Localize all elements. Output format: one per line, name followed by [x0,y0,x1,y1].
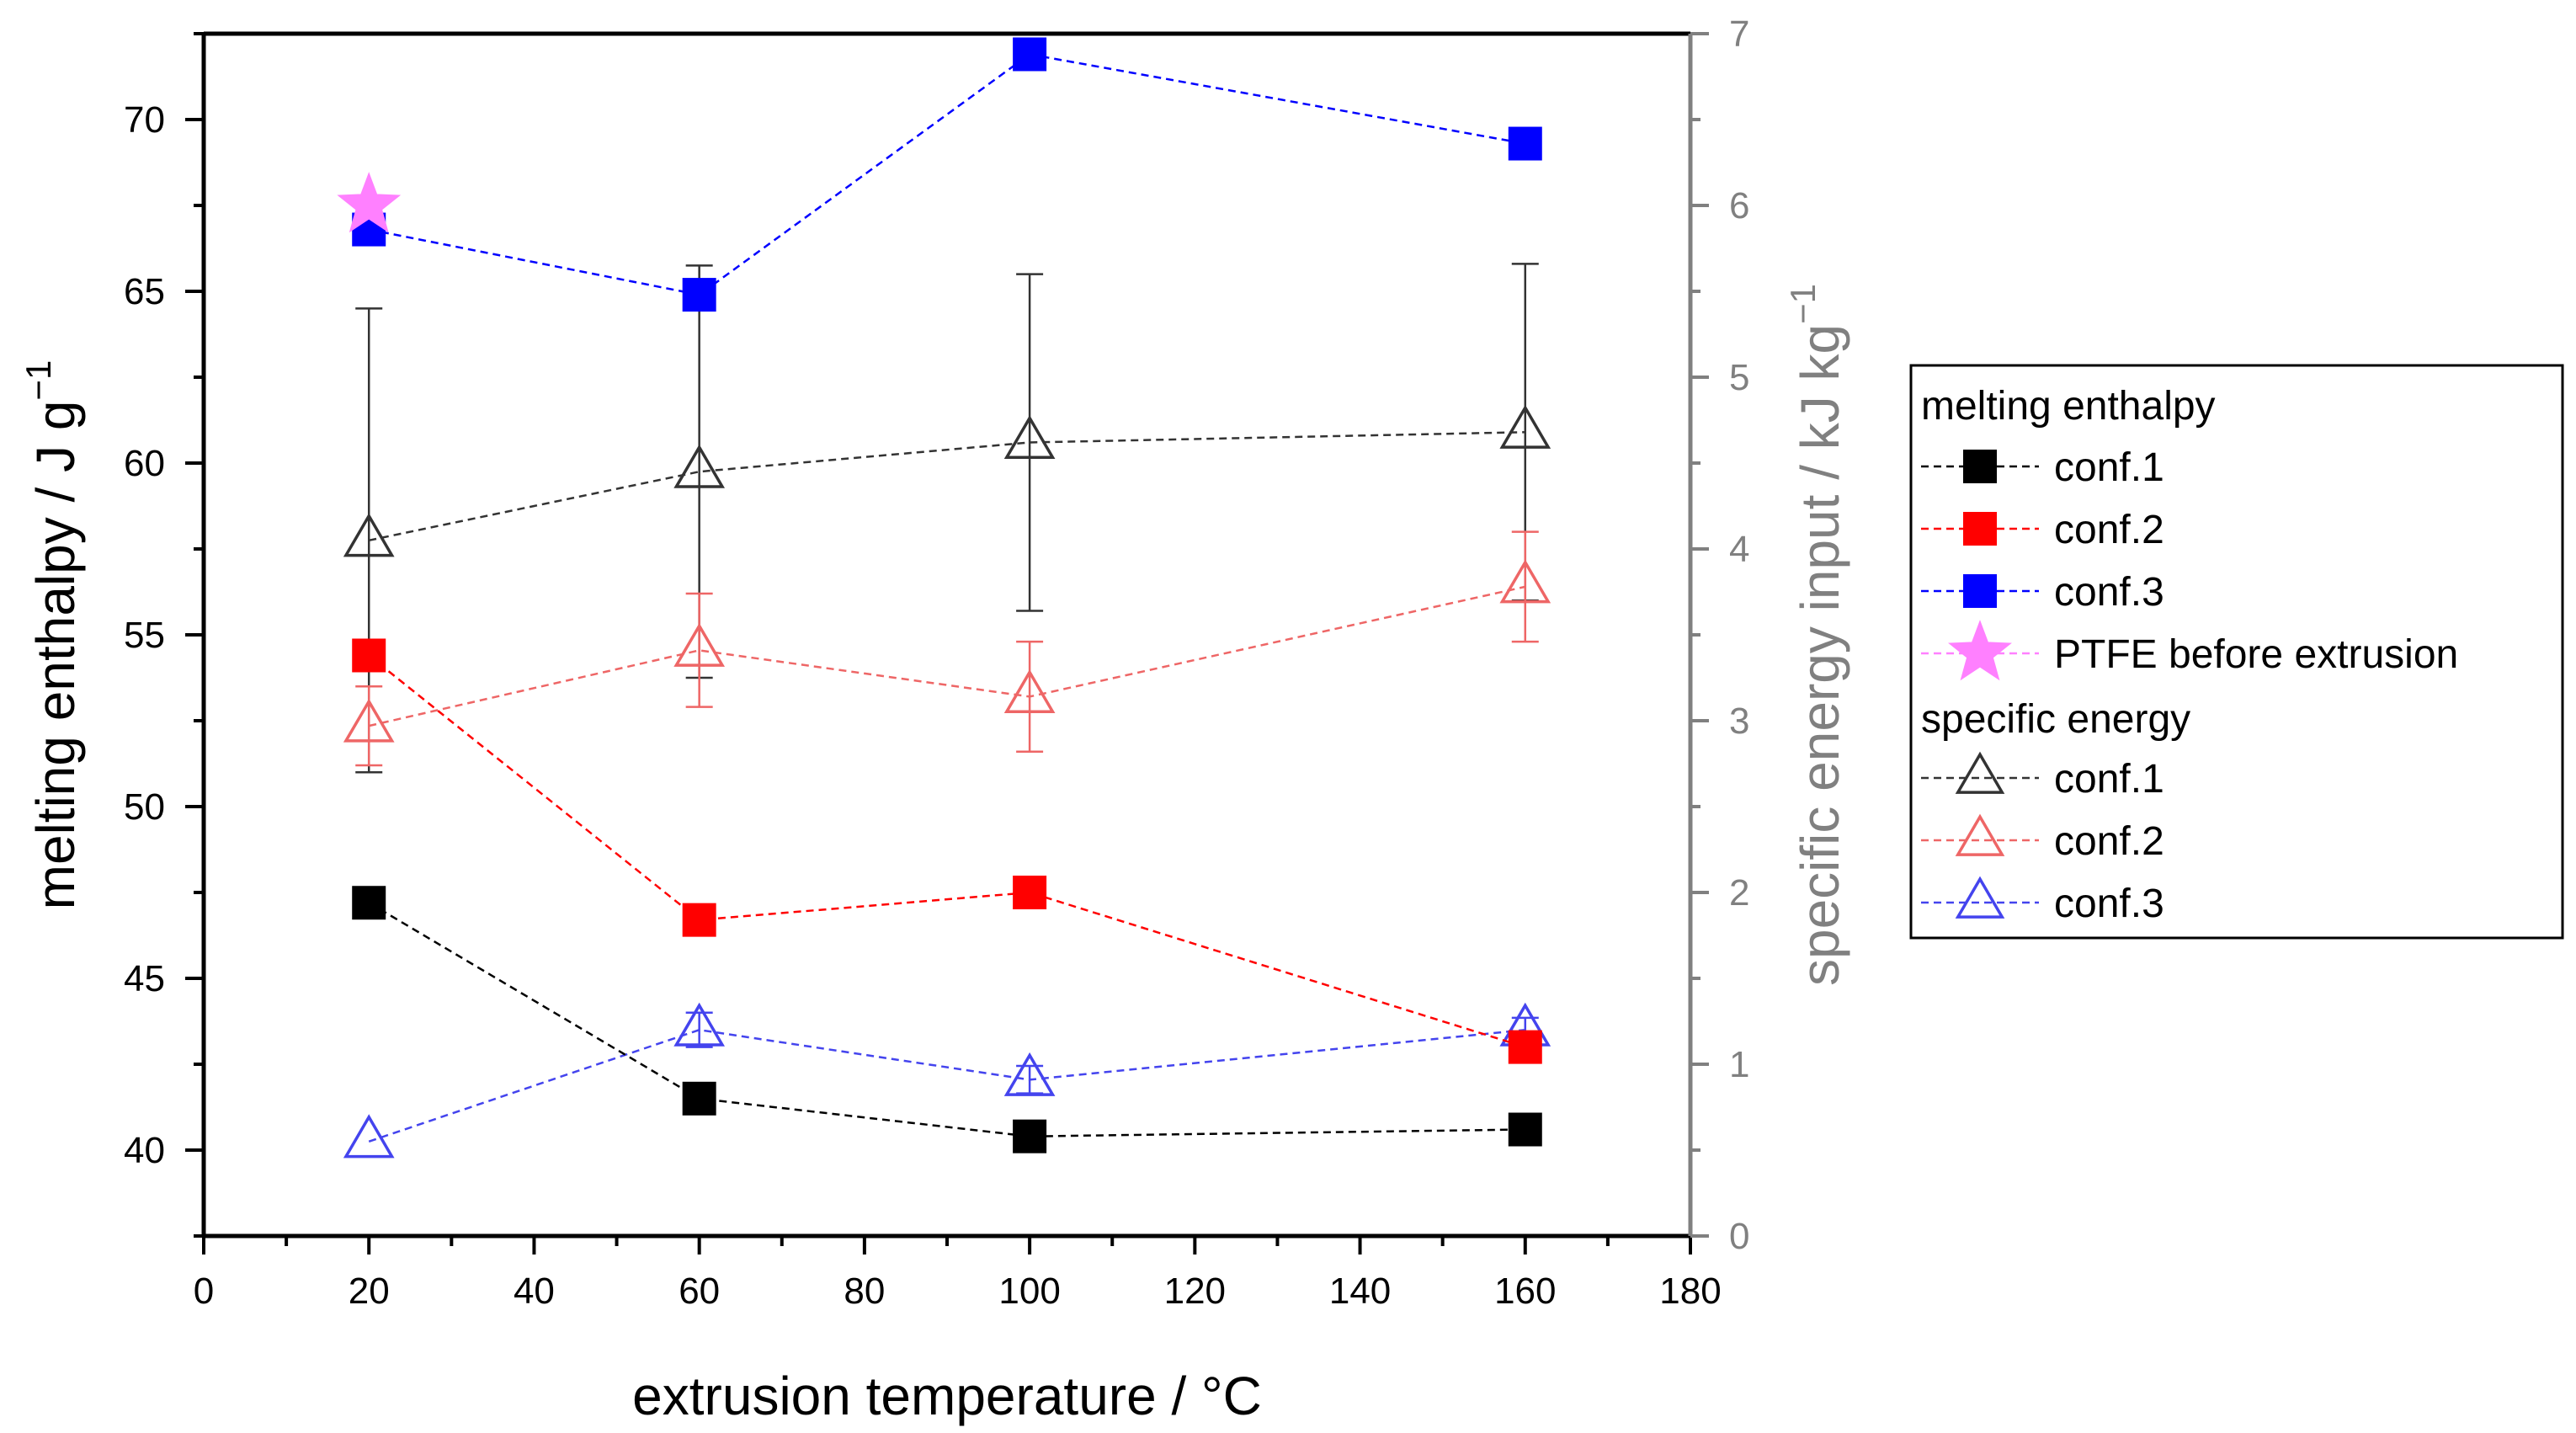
legend-label: conf.1 [2054,757,2164,802]
data-point [1003,415,1056,460]
y-left-ticks: 40 45 50 55 60 65 70 [124,32,204,1238]
legend-marker [1955,813,2005,856]
legend-label: PTFE before extrusion [2054,632,2458,677]
y-left-tick-label: 60 [124,443,165,484]
legend-item: conf.1 [1921,751,2164,802]
legend-item: conf.3 [1921,876,2164,926]
data-point [1508,1112,1542,1147]
legend-group-melting-enthalpy: melting enthalpy [1921,384,2216,429]
y-right-tick-label: 5 [1729,357,1749,398]
y-left-tick-label: 65 [124,271,165,312]
legend-marker [1963,512,1997,546]
x-axis-title: extrusion temperature / °C [632,1366,1262,1426]
legend-label: conf.2 [2054,508,2164,552]
y-left-tick-label: 50 [124,786,165,828]
data-point [337,172,402,233]
y-right-tick-label: 4 [1729,529,1749,570]
y-right-axis-title-exponent: −1 [1783,284,1823,324]
data-point [352,638,386,673]
y-left-tick-label: 70 [124,99,165,141]
x-tick-label: 140 [1329,1271,1391,1312]
legend-item: conf.3 [1921,570,2164,615]
legend-item: conf.1 [1921,445,2164,490]
series-enthalpy-conf-3 [352,37,1542,312]
data-point [673,622,726,667]
x-tick-label: 20 [349,1271,390,1312]
series-line [368,654,1526,1048]
y-right-axis-title: specific energy input / kJ kg−1 [1783,284,1850,986]
y-right-tick-label: 7 [1729,13,1749,55]
legend-label: conf.3 [2054,570,2164,615]
data-point [682,903,716,937]
legend-label: conf.2 [2054,819,2164,864]
x-tick-label: 80 [844,1271,885,1312]
y-right-tick-label: 0 [1729,1216,1749,1257]
series-line [368,585,1526,727]
series-line [368,431,1525,542]
x-tick-label: 40 [514,1271,555,1312]
legend-frame [1909,364,2564,940]
y-left-axis-title: melting enthalpy / J g−1 [19,360,86,910]
series-enthalpy-conf-1 [352,886,1542,1153]
data-point [1003,1052,1056,1096]
legend-items: conf.1 conf.2 conf.3 PTFE before extrusion c… [1921,445,2458,926]
legend-item: conf.2 [1921,813,2164,864]
series-energy-conf-3 [343,1002,1551,1159]
y-right-tick-label: 2 [1729,872,1749,914]
data-point [673,1002,726,1047]
x-tick-label: 60 [679,1271,720,1312]
legend-item: PTFE before extrusion [1921,620,2458,681]
x-tick-label: 120 [1164,1271,1226,1312]
data-point [343,698,395,743]
data-point [1013,1119,1047,1153]
series-line [368,902,1525,1137]
x-tick-label: 100 [998,1271,1060,1312]
legend: melting enthalpy specific energy conf.1c… [1909,364,2564,940]
data-point [1508,126,1542,161]
series-enthalpy-conf-2 [352,638,1542,1064]
data-point [1499,404,1551,449]
y-right-ticks: 0 1 2 3 4 5 6 7 [1690,13,1749,1257]
y-right-tick-label: 1 [1729,1044,1749,1085]
legend-marker [1963,450,1997,483]
y-right-tick-label: 6 [1729,185,1749,226]
legend-label: conf.3 [2054,882,2164,926]
y-left-tick-label: 40 [124,1130,165,1171]
series-energy-conf-1 [343,263,1551,774]
data-point [673,444,726,488]
data-point [1499,559,1551,604]
series-energy-conf-2 [343,530,1551,767]
series-enthalpy-ptfe-before-extrusion [337,172,402,233]
data-point [343,513,395,557]
y-left-tick-label: 45 [124,958,165,999]
legend-marker [1955,876,2005,919]
y-left-tick-label: 55 [124,615,165,656]
x-tick-label: 180 [1659,1271,1721,1312]
data-point [352,886,386,920]
x-ticks: 0 20 40 60 80 100 120 140 160 180 [194,1236,1722,1312]
plot-area [337,37,1551,1159]
legend-marker [1955,751,2005,794]
data-point [1013,37,1047,72]
data-point [1013,876,1047,909]
data-point [1003,669,1056,713]
series-line [368,1028,1525,1143]
legend-item: conf.2 [1921,508,2164,552]
legend-label: conf.1 [2054,445,2164,490]
legend-marker [1963,574,1997,608]
data-point [682,1081,716,1116]
y-right-tick-label: 3 [1729,701,1749,742]
y-right-axis-title-text: specific energy input / kJ kg [1790,324,1850,986]
y-left-axis-title-exponent: −1 [19,360,58,401]
x-tick-label: 0 [194,1271,214,1312]
legend-marker [1948,620,2012,681]
x-tick-label: 160 [1494,1271,1556,1312]
y-left-axis-title-text: melting enthalpy / J g [25,401,86,910]
data-point [1508,1030,1542,1064]
data-point [682,278,716,312]
data-point [343,1114,395,1159]
series-line [368,53,1526,296]
legend-group-specific-energy: specific energy [1921,697,2190,742]
